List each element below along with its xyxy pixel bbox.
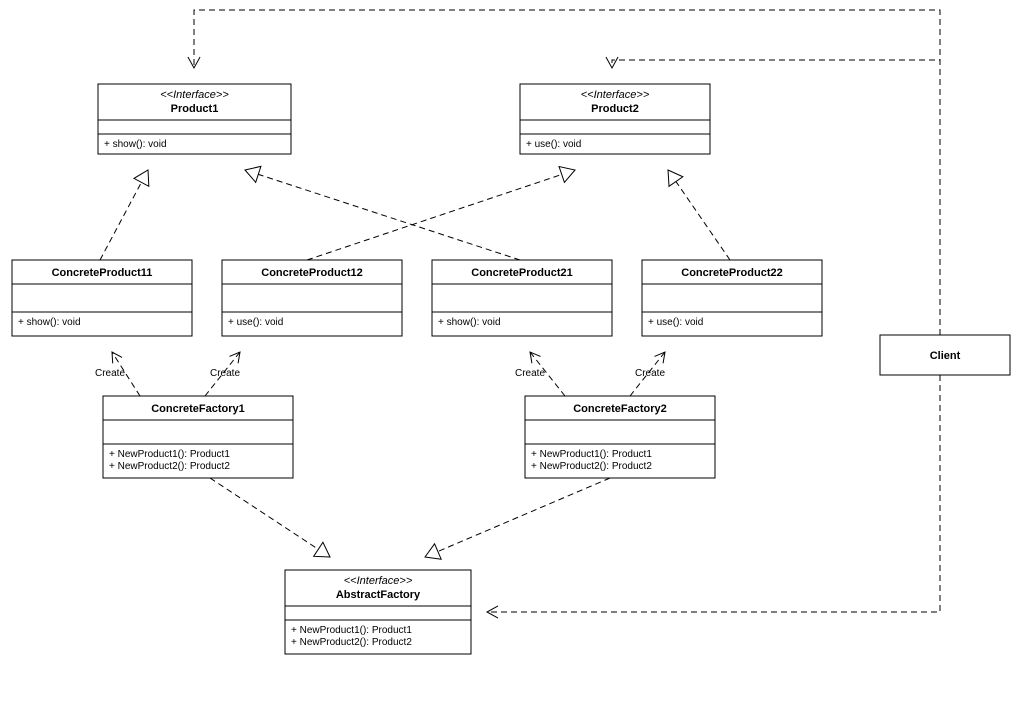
realization-arrowhead (559, 166, 575, 182)
uml-class-cp11: ConcreteProduct11 + show(): void (12, 260, 192, 336)
class-name: Product1 (171, 103, 219, 115)
operation: + NewProduct1(): Product1 (531, 449, 652, 460)
realization-edge (425, 478, 610, 559)
class-name: ConcreteProduct21 (471, 267, 572, 279)
uml-class-client: Client (880, 335, 1010, 375)
operation: + use(): void (648, 317, 703, 328)
uml-class-cp12: ConcreteProduct12 + use(): void (222, 260, 402, 336)
realization-edge (100, 170, 149, 260)
stereotype-label: <<Interface>> (344, 575, 413, 587)
operation: + NewProduct1(): Product1 (109, 449, 230, 460)
operation: + use(): void (228, 317, 283, 328)
class-name: ConcreteFactory1 (151, 403, 245, 415)
create-label: Create (515, 368, 545, 379)
create-dependency-edge: Create (630, 352, 665, 396)
create-dependency-edge: Create (515, 352, 565, 396)
uml-interface-product2: <<Interface>> Product2 + use(): void (520, 84, 710, 154)
create-dependency-edge: Create (205, 352, 240, 396)
class-name: ConcreteProduct12 (261, 267, 362, 279)
realization-edge (307, 166, 575, 260)
class-name: Client (930, 350, 961, 362)
create-label: Create (210, 368, 240, 379)
realization-arrowhead (425, 544, 441, 559)
uml-interface-af: <<Interface>> AbstractFactory + NewProduct… (285, 570, 471, 654)
uml-class-cp22: ConcreteProduct22 + use(): void (642, 260, 822, 336)
operation: + NewProduct2(): Product2 (291, 637, 412, 648)
stereotype-label: <<Interface>> (581, 89, 650, 101)
create-dependency-edge: Create (95, 352, 140, 396)
realization-arrowhead (314, 542, 330, 557)
operation: + use(): void (526, 139, 581, 150)
create-label: Create (95, 368, 125, 379)
dependency-arrowhead (112, 352, 122, 363)
realization-arrowhead (134, 170, 149, 186)
class-name: ConcreteProduct22 (681, 267, 782, 279)
operation: + NewProduct1(): Product1 (291, 625, 412, 636)
operation: + show(): void (18, 317, 81, 328)
realization-edge (245, 166, 520, 260)
class-name: AbstractFactory (336, 589, 421, 601)
uml-class-cf2: ConcreteFactory2 + NewProduct1(): Product… (525, 396, 715, 478)
operation: + show(): void (438, 317, 501, 328)
realization-arrowhead (245, 166, 261, 182)
realization-edge (210, 478, 330, 557)
operation: + show(): void (104, 139, 167, 150)
class-name: Product2 (591, 103, 639, 115)
class-name: ConcreteProduct11 (52, 267, 153, 279)
uml-interface-product1: <<Interface>> Product1 + show(): void (98, 84, 291, 154)
create-label: Create (635, 368, 665, 379)
realization-arrowhead (668, 170, 683, 186)
operation: + NewProduct2(): Product2 (109, 461, 230, 472)
class-name: ConcreteFactory2 (573, 403, 667, 415)
operation: + NewProduct2(): Product2 (531, 461, 652, 472)
uml-class-cf1: ConcreteFactory1 + NewProduct1(): Product… (103, 396, 293, 478)
realization-edge (668, 170, 730, 260)
uml-class-cp21: ConcreteProduct21 + show(): void (432, 260, 612, 336)
stereotype-label: <<Interface>> (160, 89, 229, 101)
